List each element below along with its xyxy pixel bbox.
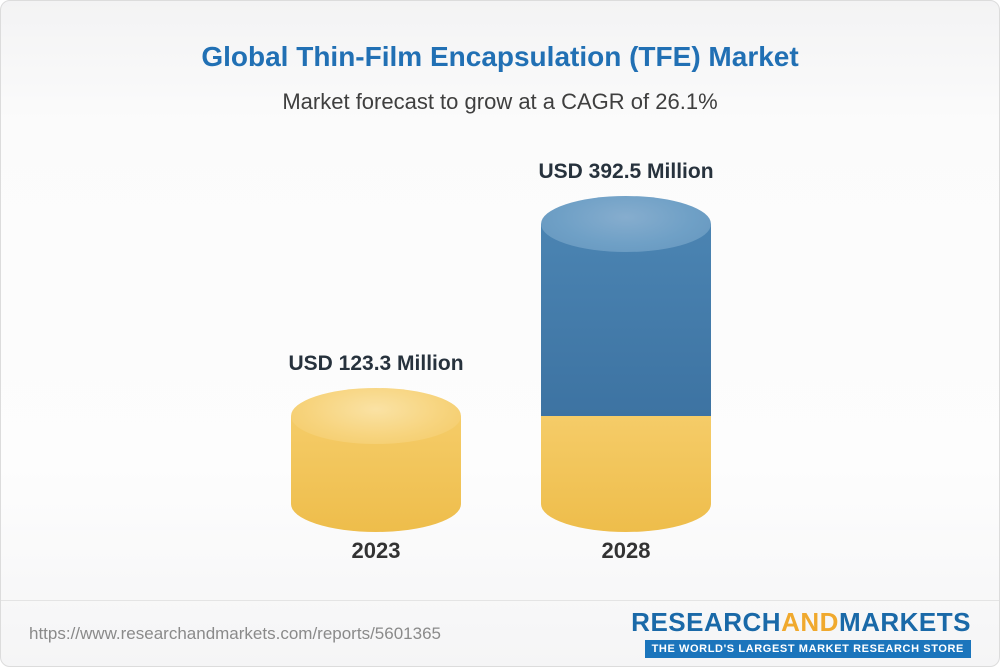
research-and-markets-logo: RESEARCHANDMARKETS THE WORLD'S LARGEST M… [631, 609, 971, 658]
cylinder-top-2028 [541, 196, 711, 252]
cylinder-2028 [541, 196, 711, 532]
cylinder-growth-segment-2028 [541, 224, 711, 416]
logo-part-and: AND [781, 607, 839, 637]
logo-part-markets: MARKETS [838, 607, 971, 637]
value-label-2023: USD 123.3 Million [288, 352, 464, 375]
value-label-2028: USD 392.5 Million [538, 160, 714, 183]
category-label-2028: 2028 [601, 538, 651, 563]
category-label-2023: 2023 [351, 538, 401, 563]
logo-text: RESEARCHANDMARKETS [631, 609, 971, 635]
cylinder-base-segment-2028 [541, 416, 711, 532]
logo-part-research: RESEARCH [631, 607, 782, 637]
logo-tagline: THE WORLD'S LARGEST MARKET RESEARCH STOR… [644, 640, 971, 658]
chart-subtitle: Market forecast to grow at a CAGR of 26.… [282, 89, 718, 114]
bar-group-2028: USD 392.5 Million 2028 [538, 102, 714, 563]
source-url[interactable]: https://www.researchandmarkets.com/repor… [29, 623, 441, 643]
chart-title: Global Thin-Film Encapsulation (TFE) Mar… [201, 41, 799, 72]
cylinder-top-2023 [291, 388, 461, 444]
cylinder-2023 [291, 388, 461, 532]
bar-group-2023: USD 123.3 Million 2023 [288, 102, 464, 563]
footer: https://www.researchandmarkets.com/repor… [1, 600, 999, 666]
